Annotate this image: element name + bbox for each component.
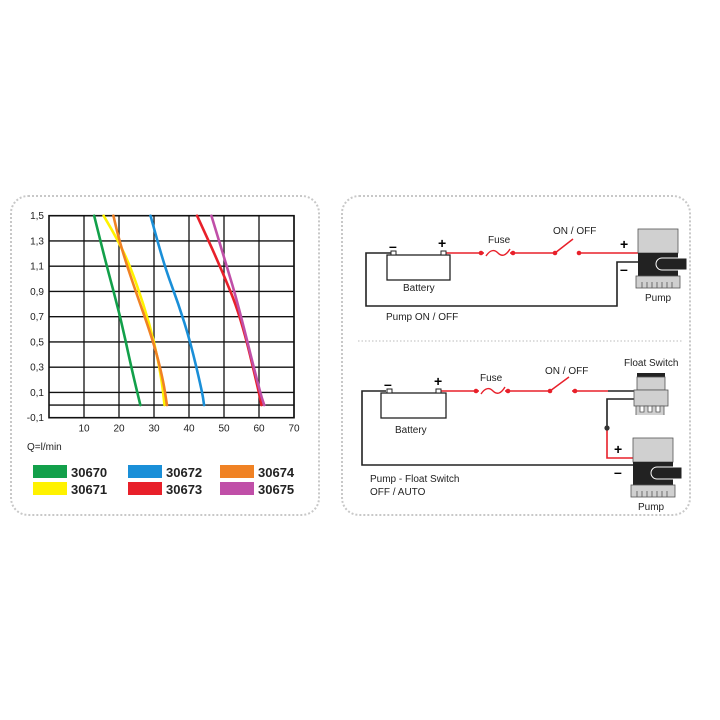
switch-label: ON / OFF (553, 226, 596, 237)
y-tick-label: 0,1 (30, 388, 44, 399)
on-off-switch (547, 376, 578, 395)
pump-label: Pump (638, 502, 665, 513)
float-switch-return-wire (606, 398, 636, 428)
x-tick-label: 50 (218, 424, 230, 435)
y-tick-label: 0,3 (30, 363, 44, 374)
legend-label: 30674 (258, 465, 295, 480)
pump-label: Pump (645, 293, 672, 304)
circuit-float-switch: Battery – + Fuse ON / OFF Float Switch +… (361, 358, 683, 513)
x-tick-label: 20 (113, 424, 125, 435)
x-tick-label: 60 (253, 424, 265, 435)
circuit-pump-on-off: Battery – + Fuse ON / OFF + – Pump Pump … (365, 226, 688, 323)
battery (386, 254, 451, 281)
legend-label: 30672 (166, 465, 202, 480)
series-line-30672 (149, 214, 206, 407)
legend-label: 30675 (258, 482, 294, 497)
pump-icon (630, 437, 683, 498)
legend-swatch (33, 465, 67, 478)
fuse (473, 386, 511, 395)
y-tick-label: 1,1 (30, 262, 44, 273)
legend-label: 30673 (166, 482, 202, 497)
fuse (478, 248, 516, 257)
pump-positive-wire (606, 428, 633, 459)
y-tick-label: 0,5 (30, 337, 44, 348)
minus-sign: – (389, 238, 397, 254)
battery-plus-terminal (435, 388, 442, 394)
pump-minus-sign: – (614, 464, 622, 480)
fuse-label: Fuse (488, 235, 511, 246)
y-tick-label: 0,9 (30, 287, 44, 298)
y-tick-label: 1,3 (30, 236, 44, 247)
battery-minus-terminal (386, 388, 393, 394)
curves (92, 214, 266, 407)
y-tick-label: -0,1 (27, 413, 45, 424)
x-tick-label: 40 (183, 424, 195, 435)
legend-label: 30671 (71, 482, 107, 497)
battery-minus-terminal (390, 250, 397, 256)
tick-labels: 10 20 30 40 50 60 70 1,5 1,3 1,1 0,9 0,7 0,5 0,3 0,1 -0… (27, 211, 300, 435)
x-tick-label: 10 (78, 424, 90, 435)
caption-line1: Pump - Float Switch (370, 474, 459, 485)
y-tick-label: 0,7 (30, 312, 44, 323)
pump-plus-sign: + (620, 236, 628, 252)
float-switch-label: Float Switch (624, 358, 678, 369)
chart-panel (10, 195, 320, 516)
x-tick-label: 70 (288, 424, 300, 435)
pump-minus-sign: – (620, 261, 628, 277)
plus-sign: + (434, 373, 442, 389)
caption-pump-on-off: Pump ON / OFF (386, 312, 458, 323)
legend-swatch (220, 465, 254, 478)
pump-plus-sign: + (614, 441, 622, 457)
minus-sign: – (384, 376, 392, 392)
caption-line2: OFF / AUTO (370, 487, 426, 498)
x-axis-label: Q=l/min (27, 442, 62, 453)
x-tick-label: 30 (148, 424, 160, 435)
grid (48, 214, 295, 419)
float-switch-icon (633, 373, 669, 415)
fuse-label: Fuse (480, 373, 503, 384)
wiring-panel (341, 195, 691, 516)
negative-wire (361, 390, 633, 466)
y-tick-label: 1,5 (30, 211, 44, 222)
legend-swatch (128, 465, 162, 478)
negative-wire (365, 252, 638, 307)
series-line-30670 (92, 214, 142, 407)
series-line-30674 (112, 214, 169, 407)
legend-swatch (220, 482, 254, 495)
plus-sign: + (438, 235, 446, 251)
legend: 30670 30671 30672 30673 30674 30675 (33, 465, 295, 497)
legend-swatch (128, 482, 162, 495)
legend-label: 30670 (71, 465, 107, 480)
battery-plus-terminal (440, 250, 447, 256)
legend-swatch (33, 482, 67, 495)
pump-icon (635, 228, 688, 289)
on-off-switch (552, 238, 582, 257)
switch-label: ON / OFF (545, 366, 588, 377)
battery-label: Battery (395, 425, 427, 436)
series-line-30675 (210, 214, 266, 407)
junction-dot (604, 425, 610, 431)
battery-label: Battery (403, 283, 435, 294)
battery (380, 392, 447, 419)
